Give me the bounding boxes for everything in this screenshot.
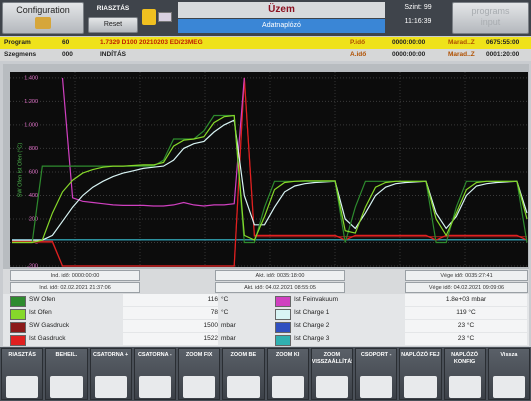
readout-unit: mbar — [221, 320, 236, 332]
y-tick-label: 200 — [29, 216, 38, 222]
toolbar-icon — [227, 376, 259, 398]
toolbar-button[interactable]: NAPLÓZÓ KONFIG — [444, 348, 486, 400]
toolbar-icon — [316, 376, 348, 398]
toolbar-icon — [272, 376, 304, 398]
hmi-screen: Configuration RIASZTÁS Reset Üzem Adatna… — [0, 0, 531, 401]
toolbar-icon — [449, 376, 481, 398]
readout-value: 1500 — [123, 320, 218, 332]
toolbar-button[interactable]: NAPLÓZÓ FEJ — [399, 348, 441, 400]
legend-name: Ist Gasdruck — [29, 333, 65, 345]
legend-swatch[interactable] — [10, 335, 26, 346]
toolbar-icon — [50, 376, 82, 398]
toolbar-label: NAPLÓZÓ KONFIG — [445, 349, 485, 374]
legend-name: Ist Charge 2 — [294, 320, 329, 332]
toolbar-label: Vissza — [489, 349, 529, 374]
toolbar-label: RIASZTÁS — [2, 349, 42, 374]
legend-swatch[interactable] — [10, 322, 26, 333]
legend-name: Ist Ofen — [29, 307, 52, 319]
toolbar-icon — [404, 376, 436, 398]
toolbar-label: NAPLÓZÓ FEJ — [400, 349, 440, 374]
time-info-box: Vége idő: 0035:27:41 — [405, 270, 528, 281]
time-info-box: Vége idő: 04.02.2021 09:09:06 — [405, 282, 528, 293]
toolbar-button[interactable]: CSATORNA + — [90, 348, 132, 400]
time-info-box: Ind. idő: 0000:00:00 — [10, 270, 140, 281]
toolbar-label: CSATORNA - — [135, 349, 175, 374]
toolbar-button[interactable]: CSOPORT - — [355, 348, 397, 400]
toolbar-label: ZOOM FIX — [179, 349, 219, 374]
toolbar-button[interactable]: ZOOM VISSZAÁLLÍTÁS — [311, 348, 353, 400]
toolbar-button[interactable]: CSATORNA - — [134, 348, 176, 400]
readout-unit: mbar — [221, 333, 236, 345]
readout-value: 1.8e+03 mbar — [405, 294, 527, 306]
toolbar-button[interactable]: RIASZTÁS — [1, 348, 43, 400]
toolbar-label: BEHEIL. — [46, 349, 86, 374]
toolbar-label: ZOOM VISSZAÁLLÍTÁS — [312, 349, 352, 374]
readout-value: 78 — [123, 307, 218, 319]
readout-value: 23 °C — [405, 320, 527, 332]
legend-name: Ist Charge 1 — [294, 307, 329, 319]
toolbar-label: CSATORNA + — [91, 349, 131, 374]
legend-name: SW Ofen — [29, 294, 55, 306]
legend-swatch[interactable] — [275, 309, 291, 320]
toolbar-label: ZOOM KI — [268, 349, 308, 374]
legend-name: Ist Charge 3 — [294, 333, 329, 345]
legend-swatch[interactable] — [275, 322, 291, 333]
toolbar-icon — [6, 376, 38, 398]
toolbar-button[interactable]: BEHEIL. — [45, 348, 87, 400]
toolbar-button[interactable]: ZOOM BE — [222, 348, 264, 400]
toolbar-button[interactable]: Vissza — [488, 348, 530, 400]
legend-name: SW Gasdruck — [29, 320, 69, 332]
time-info-box: Akt. idő: 04.02.2021 08:55:05 — [215, 282, 345, 293]
toolbar-icon — [183, 376, 215, 398]
y-tick-label: 600 — [29, 169, 38, 175]
toolbar-icon — [493, 376, 525, 398]
time-info-box: Ind. idő: 02.02.2021 21:37:06 — [10, 282, 140, 293]
legend-name: Ist Feinvakuum — [294, 294, 338, 306]
y-tick-label: 1.200 — [24, 99, 38, 105]
toolbar-button[interactable]: ZOOM FIX — [178, 348, 220, 400]
y-tick-label: 1.400 — [24, 75, 38, 81]
readout-unit: °C — [221, 307, 228, 319]
toolbar-label: ZOOM BE — [223, 349, 263, 374]
readout-value: 23 °C — [405, 333, 527, 345]
y-axis-label: SW Ofen Ist Ofen (°C) — [17, 143, 23, 198]
toolbar-icon — [139, 376, 171, 398]
y-tick-label: 1.000 — [24, 122, 38, 128]
legend-swatch[interactable] — [10, 296, 26, 307]
toolbar-icon — [95, 376, 127, 398]
legend-swatch[interactable] — [275, 335, 291, 346]
readout-value: 1522 — [123, 333, 218, 345]
toolbar-button[interactable]: ZOOM KI — [267, 348, 309, 400]
legend-swatch[interactable] — [10, 309, 26, 320]
toolbar-label: CSOPORT - — [356, 349, 396, 374]
legend-swatch[interactable] — [275, 296, 291, 307]
toolbar-icon — [360, 376, 392, 398]
readout-value: 119 °C — [405, 307, 527, 319]
readout-unit: °C — [221, 294, 228, 306]
y-tick-label: 400 — [29, 193, 38, 199]
time-info-box: Akt. idő: 0035:18:00 — [215, 270, 345, 281]
y-tick-label: 800 — [29, 146, 38, 152]
readout-value: 116 — [123, 294, 218, 306]
